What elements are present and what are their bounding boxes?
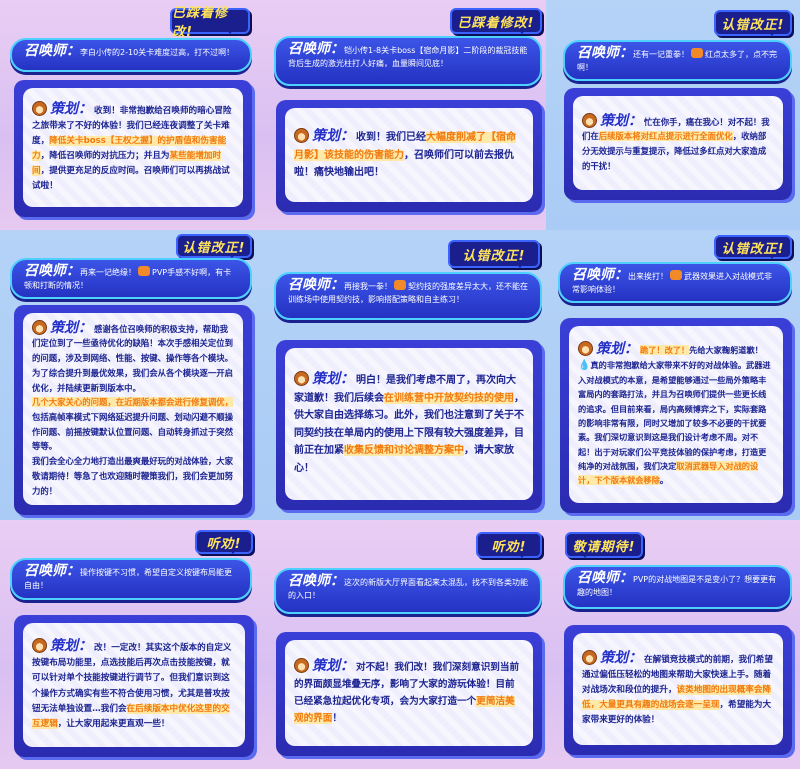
status-badge: 已踩着修改! <box>450 8 542 34</box>
player-message: 李白小传的2-10关卡难度过高，打不过啊！ <box>80 48 235 57</box>
status-badge: 认错改正! <box>714 235 792 259</box>
fist-icon <box>394 280 406 290</box>
player-prefix: 还有一记重拳！ <box>633 50 689 59</box>
player-message: 这次的新版大厅界面看起来太混乱，找不到各类功能的入口！ <box>288 578 528 600</box>
designer-avatar-icon <box>32 638 47 654</box>
player-message: 红点太多了，点不完啊！ <box>577 50 777 72</box>
designer-avatar-icon <box>582 112 597 128</box>
highlighted-reply-text: 收集反馈和讨论调整方案中 <box>344 445 464 456</box>
designer-avatar-icon <box>578 341 593 357</box>
reply-text: 收到！非常抱歉给召唤师的暗心冒险之旅带来了不好的体验！我们已经连夜调整了关卡难度… <box>32 105 232 146</box>
designer-reply-panel: 策划： 改！一定改！其实这个版本的自定义按键布局功能里，点选技能后再次点击技能按键… <box>14 615 254 757</box>
player-label: 召唤师： <box>24 563 80 579</box>
designer-reply-panel: 策划： 收到！我们已经大幅度削减了【宿命月影】该技能的伤害能力，召唤师们可以前去报… <box>276 100 542 212</box>
fist-icon <box>691 48 703 58</box>
designer-label: 策划： <box>596 341 638 358</box>
reply-text: 在解锁竞技模式的前期，我们希望通过偏低压轻松的地图来帮助大家快速上手。随着对战场… <box>582 654 773 695</box>
player-label: 召唤师： <box>572 267 628 283</box>
player-feedback-bubble: 召唤师：还有一记重拳！ 红点太多了，点不完啊！ <box>563 40 792 81</box>
player-label: 召唤师： <box>577 45 633 61</box>
reply-text: 改！一定改！其实这个版本的自定义按键布局功能里，点选技能后再次点击技能按键，就可… <box>32 643 232 714</box>
reply-text: ，提供更充足的反应时间。召唤师们可以再挑战试试啦！ <box>32 166 230 192</box>
reply-text: 忙在你手，痛在我心！对不起！我们在 <box>582 116 770 142</box>
designer-reply-panel: 策划： 收到！非常抱歉给召唤师的暗心冒险之旅带来了不好的体验！我们已经连夜调整了关… <box>14 80 252 217</box>
designer-label: 策划： <box>312 658 354 675</box>
status-badge: 敬请期待! <box>565 532 643 558</box>
player-feedback-bubble: 召唤师：这次的新版大厅界面看起来太混乱，找不到各类功能的入口！ <box>274 568 542 614</box>
player-feedback-bubble: 召唤师：铠小传1-8关卡boss【宿命月影】二阶段的裁冠技能背后生成的激光柱打人… <box>274 36 542 86</box>
designer-avatar-icon <box>32 100 47 116</box>
player-feedback-bubble: 召唤师：出来挨打！ 武器效果进入对战模式非常影响体验！ <box>558 262 792 303</box>
designer-avatar-icon <box>294 658 309 674</box>
reply-text: ，降低召唤师的对抗压力；并且为 <box>40 151 170 161</box>
reply-text: ，让大家用起来更直观一些！ <box>57 718 170 729</box>
reply-text: 真的非常抱歉给大家带来不好的对战体验。武器进入对战模式的本意，是希望能够通过一些… <box>578 359 771 472</box>
designer-label: 策划： <box>600 649 642 666</box>
player-feedback-bubble: 召唤师：操作按键不习惯，希望自定义按键布局能更自由！ <box>10 558 252 600</box>
designer-reply-panel: 策划： 忙在你手，痛在我心！对不起！我们在后续版本将对红点提示进行全面优化，收纳部… <box>564 88 792 200</box>
player-message: 武器效果进入对战模式非常影响体验！ <box>572 272 772 294</box>
designer-avatar-icon <box>294 371 309 386</box>
designer-label: 策划： <box>600 112 642 129</box>
highlighted-reply-text: 后续版本将对红点提示进行全面优化 <box>598 131 733 142</box>
status-badge: 认错改正! <box>176 234 252 258</box>
designer-label: 策划： <box>50 100 92 117</box>
player-message: PVP的对战地图是不是变小了？想要更有趣的地图！ <box>577 575 777 597</box>
designer-reply-panel: 策划： 感谢各位召唤师的积极支持，帮助我们定位到了一些亟待优化的缺陷！本次手感相关… <box>14 305 252 515</box>
designer-avatar-icon <box>32 319 47 335</box>
designer-label: 策划： <box>312 128 354 145</box>
fist-icon <box>670 270 682 280</box>
reply-text: 。 <box>659 475 669 486</box>
designer-avatar-icon <box>294 128 309 144</box>
fist-icon <box>138 266 150 276</box>
sweat-drop-icon: 💧 <box>578 359 591 371</box>
status-badge: 已踩着修改! <box>170 6 250 40</box>
player-prefix: 再来一记绝缘！ <box>80 268 136 277</box>
reply-text: ，供大家自由选择练习。此外，我们也注意到了关于不同契约技在单局内的使用上下限有较… <box>294 392 524 457</box>
highlighted-reply-text: 在训练营中开放契约技的使用 <box>384 392 514 404</box>
player-message: 契约技的强度差异太大，还不能在训练场中使用契约技，影响搭配策略和自主练习！ <box>288 282 528 304</box>
reply-text: ，希望能为大家带来更好的体验！ <box>582 700 772 726</box>
status-badge: 认错改正! <box>714 10 792 36</box>
designer-reply-panel: 策划： 明白！是我们考虑不周了，再次向大家道歉！我们后续会在训练营中开放契约技的使… <box>276 340 542 510</box>
highlighted-reply-text: 几个大家关心的问题，在近期版本都会进行修复调优， <box>32 397 233 408</box>
reply-text: 明白！是我们考虑不周了，再次向大家道歉！我们后续会 <box>294 375 516 404</box>
player-label: 召唤师： <box>577 570 633 586</box>
player-message: PVP手感不好啊，有卡顿和打断的情况！ <box>24 268 232 290</box>
reply-text: 先给大家鞠躬道歉！ <box>689 345 763 356</box>
designer-reply-panel: 策划： 对不起！我们改！我们深刻意识到当前的界面颇显堆叠无序，影响了大家的游玩体验… <box>276 632 542 756</box>
player-message: 操作按键不习惯，希望自定义按键布局能更自由！ <box>24 568 232 590</box>
reply-text: 我们会全心全力地打造出最爽最好玩的对战体验，大家敬请期待！等急了也欢迎随时鞭策我… <box>32 456 233 496</box>
reply-text: ，请大家放心！ <box>294 445 514 474</box>
player-feedback-bubble: 召唤师：李白小传的2-10关卡难度过高，打不过啊！ <box>10 38 252 72</box>
player-feedback-bubble: 召唤师：再接我一拳！ 契约技的强度差异太大，还不能在训练场中使用契约技，影响搭配策… <box>274 272 542 320</box>
player-feedback-bubble: 召唤师：再来一记绝缘！ PVP手感不好啊，有卡顿和打断的情况！ <box>10 258 252 299</box>
designer-reply-panel: 策划： 在解锁竞技模式的前期，我们希望通过偏低压轻松的地图来帮助大家快速上手。随着… <box>564 625 792 755</box>
designer-label: 策划： <box>50 319 92 336</box>
player-label: 召唤师： <box>24 43 80 59</box>
reply-text: 包括高帧率模式下网络延迟提升问题、划动闪避不顺操作问题、前摇按键默认位置问题、自… <box>32 412 233 452</box>
reply-text: 感谢各位召唤师的积极支持，帮助我们定位到了一些亟待优化的缺陷！本次手感相关定位到… <box>32 323 233 393</box>
reply-text: ！ <box>332 712 342 724</box>
designer-label: 策划： <box>312 371 354 387</box>
player-label: 召唤师： <box>288 41 344 57</box>
status-badge: 认错改正! <box>448 240 540 268</box>
player-feedback-bubble: 召唤师：PVP的对战地图是不是变小了？想要更有趣的地图！ <box>563 565 792 609</box>
player-label: 召唤师： <box>288 573 344 589</box>
status-badge: 听劝! <box>195 530 253 554</box>
player-prefix: 再接我一拳！ <box>344 282 392 291</box>
player-prefix: 出来挨打！ <box>628 272 668 281</box>
reply-text: 对不起！我们改！我们深刻意识到当前的界面颇显堆叠无序，影响了大家的游玩体验！目前… <box>294 662 520 707</box>
reply-text: 收到！我们已经 <box>356 132 426 144</box>
designer-label: 策划： <box>50 638 92 655</box>
player-label: 召唤师： <box>288 277 344 293</box>
player-message: 铠小传1-8关卡boss【宿命月影】二阶段的裁冠技能背后生成的激光柱打人好痛，血… <box>288 46 528 68</box>
reply-text: ，收纳部分无效提示与重复提示，降低过多红点对大家造成的干扰！ <box>582 131 767 171</box>
player-label: 召唤师： <box>24 263 80 279</box>
designer-reply-panel: 策划： 跪了！改了！先给大家鞠躬道歉！ 💧真的非常抱歉给大家带来不好的对战体验。武器… <box>560 318 792 513</box>
reply-text: ，召唤师们可以前去报仇啦！痛快地输出吧！ <box>294 149 514 179</box>
status-badge: 听劝! <box>476 532 542 558</box>
designer-avatar-icon <box>582 649 597 665</box>
highlighted-reply-text: 跪了！改了！ <box>640 345 690 356</box>
